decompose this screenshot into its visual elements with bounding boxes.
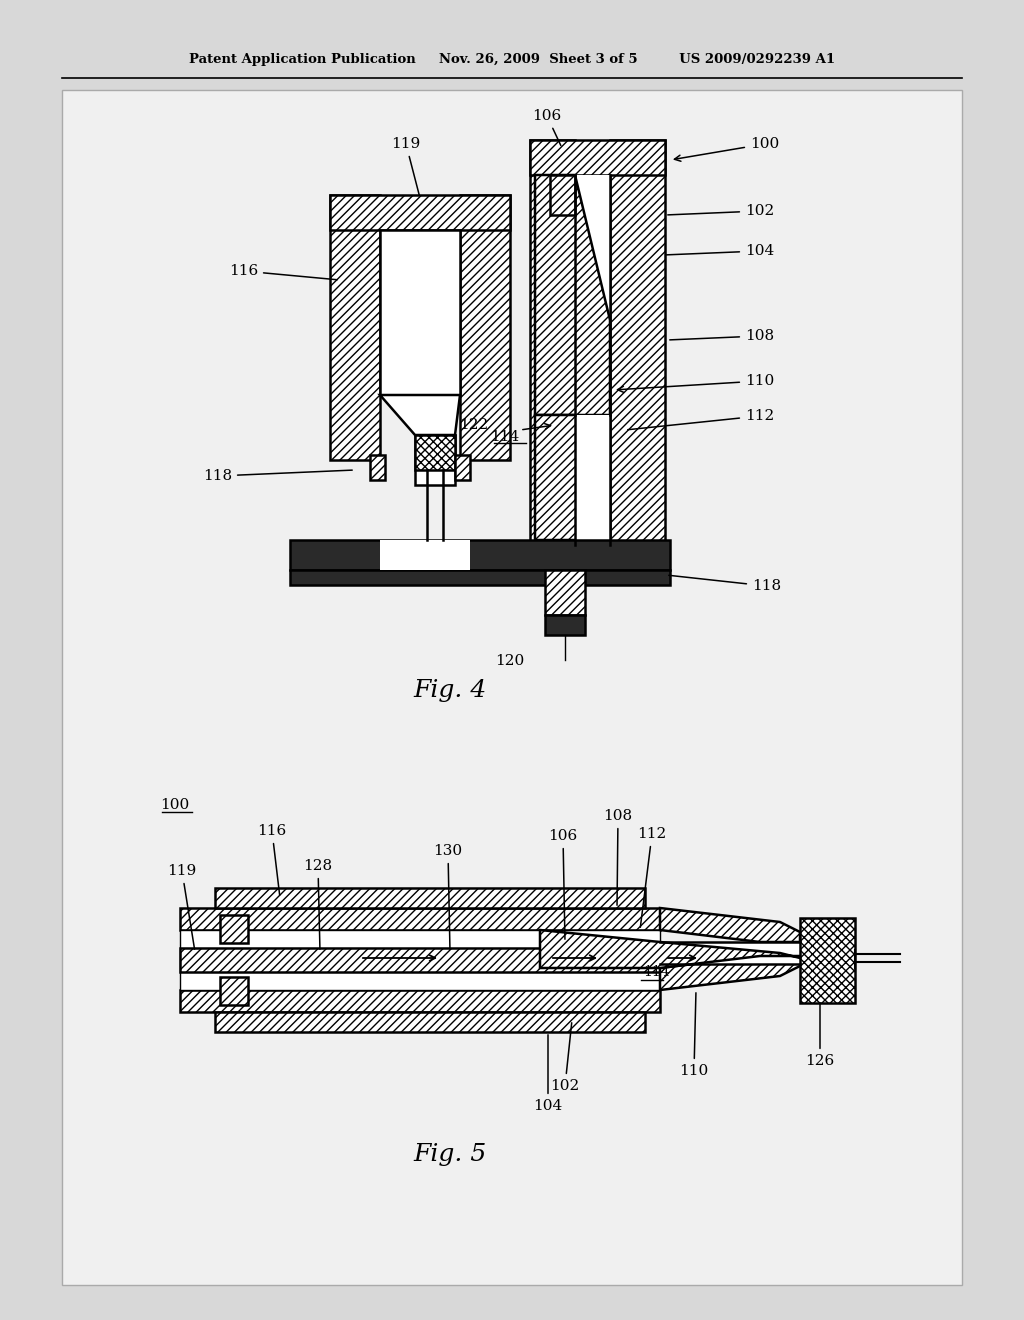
Bar bbox=[290, 540, 670, 570]
Text: 112: 112 bbox=[628, 409, 774, 430]
Bar bbox=[180, 908, 660, 931]
Bar bbox=[380, 540, 470, 570]
Text: 106: 106 bbox=[532, 110, 561, 145]
Bar bbox=[575, 176, 610, 414]
Text: 116: 116 bbox=[257, 824, 287, 895]
Bar bbox=[455, 455, 470, 480]
Text: 114: 114 bbox=[490, 430, 519, 444]
Bar bbox=[330, 195, 510, 230]
Polygon shape bbox=[380, 395, 460, 436]
Bar bbox=[555, 414, 575, 475]
Bar bbox=[530, 140, 665, 176]
Bar bbox=[290, 570, 670, 585]
Bar bbox=[550, 176, 575, 215]
Bar bbox=[380, 230, 460, 395]
Bar bbox=[180, 948, 660, 972]
Text: 118: 118 bbox=[669, 576, 781, 593]
Bar bbox=[660, 942, 800, 964]
Text: 114: 114 bbox=[643, 965, 670, 979]
Bar bbox=[460, 195, 510, 459]
Polygon shape bbox=[660, 956, 800, 990]
Text: 110: 110 bbox=[679, 993, 709, 1078]
Text: 112: 112 bbox=[637, 828, 667, 927]
Text: 108: 108 bbox=[603, 809, 633, 906]
Bar bbox=[220, 977, 248, 1005]
Polygon shape bbox=[540, 931, 800, 968]
Text: 130: 130 bbox=[433, 843, 463, 949]
Bar bbox=[215, 1012, 645, 1032]
Bar bbox=[215, 888, 645, 908]
Text: Fig. 4: Fig. 4 bbox=[414, 678, 486, 701]
Text: 122: 122 bbox=[459, 418, 488, 432]
Polygon shape bbox=[535, 176, 610, 414]
Text: 102: 102 bbox=[550, 1023, 580, 1093]
Text: 110: 110 bbox=[617, 374, 774, 392]
Text: 120: 120 bbox=[496, 653, 524, 668]
Bar bbox=[800, 917, 855, 1003]
Text: Patent Application Publication     Nov. 26, 2009  Sheet 3 of 5         US 2009/0: Patent Application Publication Nov. 26, … bbox=[189, 54, 835, 66]
Bar bbox=[415, 436, 455, 484]
Bar bbox=[545, 615, 585, 635]
Text: 100: 100 bbox=[675, 137, 779, 161]
Bar bbox=[220, 915, 248, 942]
Text: 128: 128 bbox=[303, 859, 333, 949]
Text: 116: 116 bbox=[228, 264, 337, 280]
Text: 102: 102 bbox=[668, 205, 774, 218]
Bar bbox=[180, 990, 660, 1012]
Text: Fig. 5: Fig. 5 bbox=[414, 1143, 486, 1167]
Bar bbox=[545, 570, 585, 615]
Bar bbox=[180, 931, 660, 990]
Bar bbox=[530, 140, 575, 570]
Text: 119: 119 bbox=[391, 137, 421, 195]
Polygon shape bbox=[660, 908, 800, 942]
Text: 126: 126 bbox=[805, 1003, 835, 1068]
Polygon shape bbox=[535, 414, 610, 540]
Bar bbox=[575, 414, 610, 545]
Text: 119: 119 bbox=[167, 865, 197, 949]
Bar bbox=[62, 90, 962, 1284]
Text: 104: 104 bbox=[666, 244, 774, 257]
Bar bbox=[610, 140, 665, 570]
Text: 106: 106 bbox=[549, 829, 578, 940]
Bar bbox=[415, 436, 455, 470]
Bar bbox=[330, 195, 380, 459]
Text: 118: 118 bbox=[203, 469, 352, 483]
Text: 104: 104 bbox=[534, 1035, 562, 1113]
Bar bbox=[370, 455, 385, 480]
Text: 108: 108 bbox=[670, 329, 774, 343]
Text: 100: 100 bbox=[161, 799, 189, 812]
